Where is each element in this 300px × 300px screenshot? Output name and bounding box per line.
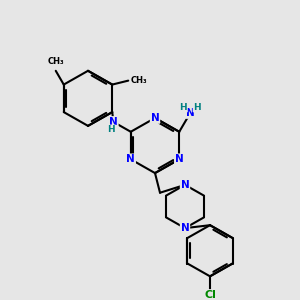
Text: N: N: [181, 223, 189, 233]
Text: Cl: Cl: [204, 290, 216, 300]
Text: CH₃: CH₃: [130, 76, 147, 85]
Text: N: N: [151, 113, 159, 123]
Text: H: H: [194, 103, 201, 112]
Text: N: N: [186, 108, 195, 118]
Text: N: N: [175, 154, 184, 164]
Text: N: N: [181, 180, 189, 190]
Text: H: H: [108, 125, 115, 134]
Text: CH₃: CH₃: [47, 57, 64, 66]
Text: N: N: [109, 117, 118, 127]
Text: N: N: [126, 154, 135, 164]
Text: H: H: [179, 103, 187, 112]
